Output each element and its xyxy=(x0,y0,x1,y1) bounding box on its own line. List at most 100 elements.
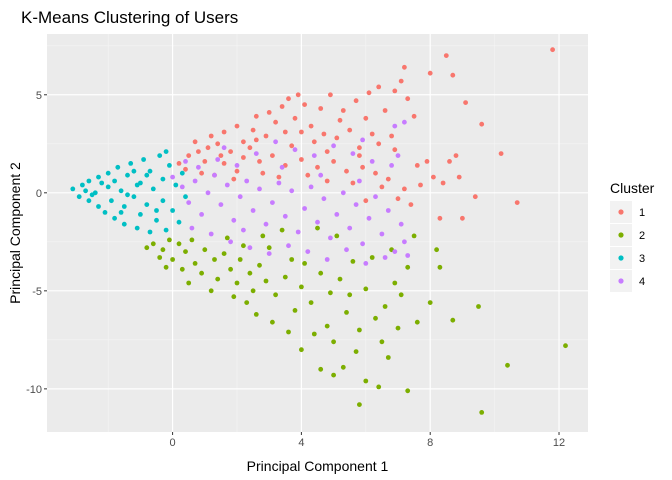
legend-title: Cluster xyxy=(610,180,655,196)
data-point xyxy=(456,174,462,180)
data-point xyxy=(385,208,391,213)
data-point xyxy=(231,217,237,223)
data-point xyxy=(263,221,269,227)
data-point xyxy=(373,170,378,176)
data-point xyxy=(170,174,176,180)
data-point xyxy=(305,172,311,178)
data-point xyxy=(83,188,88,194)
data-point xyxy=(398,78,404,84)
data-point xyxy=(125,192,130,198)
data-point xyxy=(379,231,385,237)
data-point xyxy=(311,139,317,145)
data-point xyxy=(373,194,378,200)
data-point xyxy=(208,288,214,294)
data-point xyxy=(363,261,369,266)
data-point xyxy=(212,172,217,178)
data-point xyxy=(199,170,205,176)
data-point xyxy=(311,331,317,337)
data-point xyxy=(192,139,198,145)
data-point xyxy=(476,304,481,309)
data-point xyxy=(183,194,188,200)
data-point xyxy=(360,241,365,247)
data-point xyxy=(366,215,372,221)
data-point xyxy=(279,164,285,170)
data-point xyxy=(437,215,443,221)
data-point xyxy=(263,133,269,139)
data-point xyxy=(205,145,211,151)
data-point xyxy=(237,194,243,200)
data-point xyxy=(334,212,340,217)
series-3 xyxy=(70,149,188,235)
data-point xyxy=(357,402,362,407)
data-point xyxy=(266,245,272,251)
data-point xyxy=(266,110,272,115)
data-point xyxy=(350,180,356,186)
y-axis-ticks: 5 0 -5 -10 xyxy=(26,90,47,396)
data-point xyxy=(105,184,111,190)
data-point xyxy=(402,186,407,192)
data-point xyxy=(253,312,259,317)
data-point xyxy=(241,243,246,249)
data-point xyxy=(257,159,262,164)
data-point xyxy=(392,147,398,153)
data-point xyxy=(212,257,217,262)
data-point xyxy=(276,180,282,186)
data-point xyxy=(369,131,375,137)
data-point xyxy=(402,119,407,125)
data-point xyxy=(279,104,285,109)
data-point xyxy=(411,233,417,239)
data-point xyxy=(427,70,433,76)
data-point xyxy=(183,166,188,172)
data-point xyxy=(460,215,465,221)
series-4 xyxy=(170,119,411,266)
data-point xyxy=(131,194,137,200)
data-point xyxy=(376,141,382,147)
x-tick-label: 4 xyxy=(298,437,304,449)
data-point xyxy=(295,92,301,98)
data-point xyxy=(157,153,163,159)
data-point xyxy=(80,182,85,188)
data-point xyxy=(118,188,124,194)
data-point xyxy=(382,304,388,309)
data-point xyxy=(302,261,307,266)
data-point xyxy=(147,168,153,174)
data-point xyxy=(99,180,105,186)
data-point xyxy=(273,139,278,145)
data-point xyxy=(405,388,411,394)
data-point xyxy=(402,64,407,70)
data-point xyxy=(70,186,76,192)
data-point xyxy=(324,149,330,155)
data-point xyxy=(353,98,359,104)
data-point xyxy=(244,178,250,184)
data-point xyxy=(183,159,188,164)
data-point xyxy=(86,198,92,204)
data-point xyxy=(382,108,388,113)
data-point xyxy=(270,200,275,206)
y-tick-label: -5 xyxy=(32,286,42,298)
data-point xyxy=(395,325,401,331)
data-point xyxy=(472,194,478,200)
data-point xyxy=(321,131,327,137)
data-point xyxy=(237,257,243,262)
data-point xyxy=(221,129,227,135)
data-point xyxy=(292,115,298,121)
data-point xyxy=(224,182,230,188)
series-2 xyxy=(144,225,568,415)
data-point xyxy=(144,202,150,208)
data-point xyxy=(353,202,359,208)
data-point xyxy=(408,202,414,208)
major-gridlines xyxy=(47,34,588,432)
data-point xyxy=(379,339,385,345)
data-point xyxy=(270,153,275,159)
data-point xyxy=(241,139,246,145)
data-point xyxy=(173,182,179,188)
data-point xyxy=(324,323,330,329)
data-point xyxy=(263,278,269,284)
data-point xyxy=(376,384,382,390)
data-point xyxy=(424,159,430,164)
data-point xyxy=(144,245,150,251)
data-point xyxy=(160,247,166,253)
data-point xyxy=(134,225,140,231)
data-point xyxy=(350,259,356,264)
data-point xyxy=(318,366,324,372)
